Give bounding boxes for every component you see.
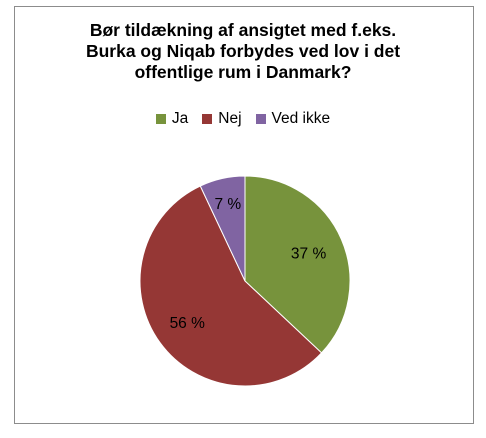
legend-swatch-nej — [202, 114, 213, 124]
slice-ja — [244, 175, 351, 354]
chart-title-line-1: Bør tildækning af ansigtet med f.eks. — [89, 20, 397, 40]
chart-title-line-2: Burka og Niqab forbydes ved lov i det — [85, 41, 401, 61]
slice-nej — [139, 185, 323, 387]
slice-label-ja: 37 % — [291, 245, 327, 262]
slice-label-nej: 56 % — [170, 315, 206, 332]
slice-ved-ikke — [199, 175, 246, 282]
legend-item-nej: Nej — [202, 110, 242, 128]
legend-swatch-ja — [155, 114, 166, 124]
slice-label-ved-ikke: 7 % — [214, 196, 241, 213]
chart-title: Bør tildækning af ansigtet med f.eks. Bu… — [0, 20, 486, 83]
legend-item-ja: Ja — [155, 110, 189, 128]
legend-swatch-ved-ikke — [255, 114, 266, 124]
legend-label-ved-ikke: Ved ikke — [271, 110, 331, 127]
chart-title-line-3: offentlige rum i Danmark? — [134, 62, 352, 82]
chart-legend: Ja Nej Ved ikke — [0, 110, 486, 128]
legend-label-nej: Nej — [218, 110, 242, 127]
legend-item-ved-ikke: Ved ikke — [255, 110, 331, 128]
legend-label-ja: Ja — [171, 110, 189, 127]
